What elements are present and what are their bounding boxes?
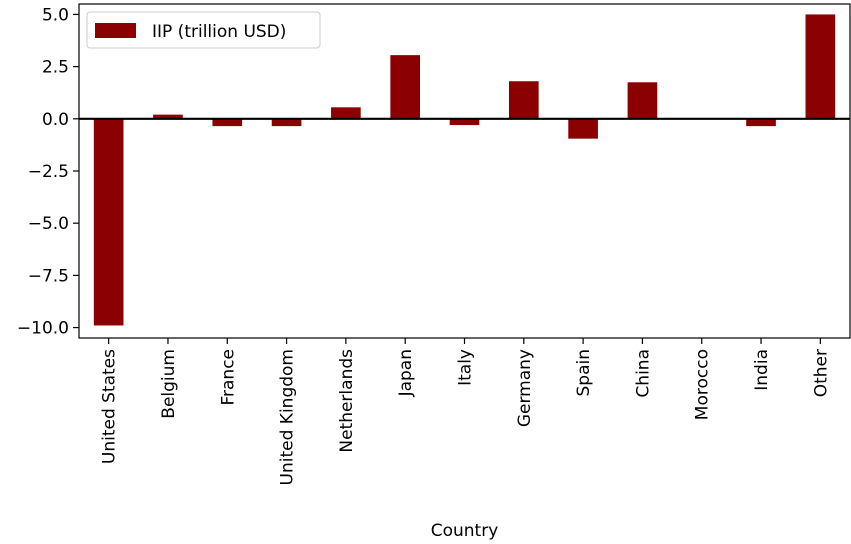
x-tick-label: Netherlands	[337, 349, 357, 453]
x-tick-label: Japan	[396, 349, 416, 397]
x-tick-label: Other	[811, 349, 831, 397]
y-tick-label: 0.0	[42, 110, 69, 130]
x-tick-label: China	[633, 349, 653, 398]
x-tick-label: Germany	[515, 349, 535, 427]
legend: IIP (trillion USD)	[86, 11, 321, 49]
y-tick-label: −2.5	[28, 162, 69, 182]
bar-belgium	[153, 114, 183, 119]
bar-france	[212, 118, 243, 127]
y-tick-label: −7.5	[28, 266, 69, 286]
x-tick-label: United States	[100, 349, 120, 464]
x-tick-label: India	[752, 349, 772, 391]
bar-netherlands	[331, 107, 361, 119]
legend-swatch	[95, 23, 136, 38]
y-tick-label: 5.0	[42, 5, 69, 25]
x-tick-label: Spain	[574, 349, 594, 397]
bar-india	[746, 118, 776, 127]
y-axis: −10.0 −7.5 −5.0 −2.5 0.0 2.5 5.0	[17, 5, 79, 339]
bar-united-states	[93, 118, 124, 326]
y-tick-label: 2.5	[42, 58, 69, 78]
bar-italy	[449, 118, 480, 126]
x-axis-title: Country	[431, 521, 499, 541]
bar-united-kingdom	[271, 118, 302, 127]
plot-frame	[78, 3, 851, 339]
y-tick-label: −5.0	[28, 214, 69, 234]
bar-spain	[568, 118, 598, 139]
bar-china	[627, 82, 658, 119]
x-tick-label: United Kingdom	[278, 349, 298, 485]
x-tick-label: Italy	[456, 349, 476, 386]
x-axis: United States Belgium France United Kingdom…	[100, 338, 831, 485]
x-tick-label: Morocco	[693, 349, 713, 420]
y-tick-label: −10.0	[17, 319, 69, 339]
legend-box	[86, 11, 321, 49]
x-tick-label: Belgium	[159, 349, 179, 419]
bar-other	[805, 14, 836, 119]
bar-germany	[508, 81, 539, 119]
bar-japan	[390, 55, 421, 119]
legend-label: IIP (trillion USD)	[152, 22, 286, 42]
x-tick-label: France	[218, 349, 238, 406]
bars-group	[93, 14, 836, 326]
